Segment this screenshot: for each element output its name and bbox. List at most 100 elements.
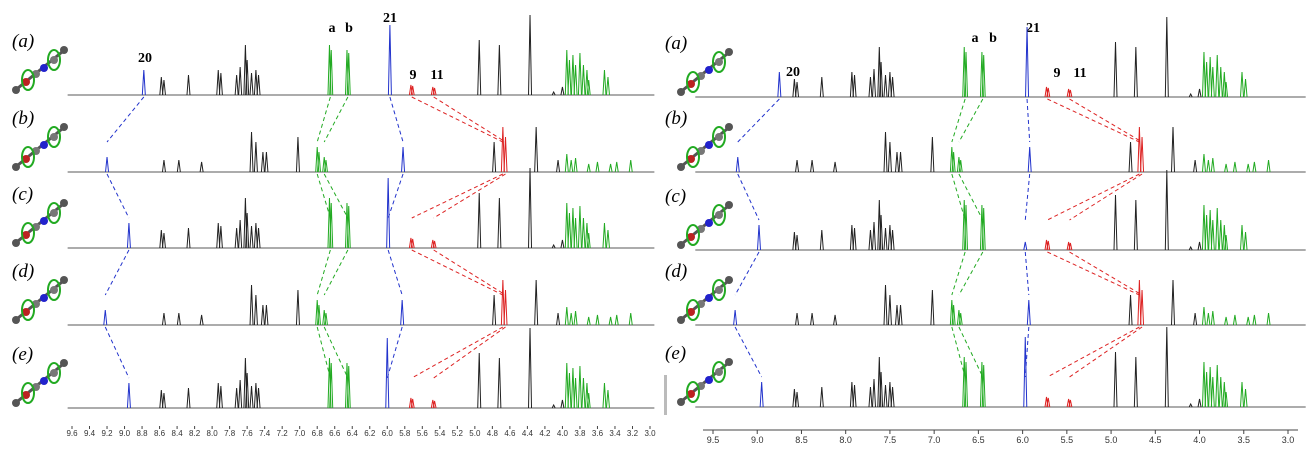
axis-tick-label: 6.0 <box>1016 435 1029 445</box>
axis-tick-label: 3.0 <box>1282 435 1295 445</box>
atom <box>12 316 20 324</box>
connector <box>958 173 984 221</box>
peak <box>595 161 600 173</box>
peak-label: 9 <box>1054 66 1061 81</box>
axis-tick-label: 3.6 <box>592 429 604 438</box>
row-label: (c) <box>12 184 33 205</box>
peak <box>234 74 239 96</box>
axis-tick-label: 8.0 <box>207 429 219 438</box>
ring <box>21 222 35 244</box>
peak <box>833 314 838 326</box>
peak <box>951 304 956 326</box>
peak <box>964 51 968 98</box>
peak <box>564 362 569 409</box>
peak <box>1068 89 1073 98</box>
connector <box>951 98 966 143</box>
peak <box>1206 312 1211 326</box>
peak <box>1232 161 1237 173</box>
peak <box>795 234 800 251</box>
peak <box>346 52 351 96</box>
peak <box>253 382 258 409</box>
axis-tick-label: 6.4 <box>347 429 359 438</box>
peak <box>958 159 963 173</box>
peak <box>602 69 607 96</box>
connector <box>316 249 331 296</box>
peak <box>872 221 876 251</box>
connector <box>411 96 504 143</box>
peak-label: a <box>972 31 979 46</box>
axis-tick-label: 7.6 <box>242 429 254 438</box>
peak <box>1252 161 1257 173</box>
peak <box>1188 402 1193 408</box>
connector <box>433 96 506 143</box>
peak <box>981 207 986 251</box>
atom <box>40 377 48 385</box>
peak <box>176 312 181 326</box>
peak <box>176 159 181 173</box>
peak <box>161 79 166 96</box>
peak <box>477 192 482 249</box>
peak <box>1068 399 1073 408</box>
atom <box>22 308 30 316</box>
peak <box>883 384 888 408</box>
peak <box>605 76 610 96</box>
row-label: (a) <box>665 33 687 54</box>
peak <box>1133 46 1138 98</box>
peak <box>872 68 876 98</box>
atom <box>705 66 713 74</box>
axis-tick-label: 8.2 <box>189 429 201 438</box>
axis-tick-label: 7.0 <box>294 429 306 438</box>
peak <box>238 66 243 96</box>
peak <box>1246 163 1251 173</box>
ring <box>686 224 700 246</box>
axis-tick-label: 7.2 <box>277 429 289 438</box>
axis-tick-label: 3.4 <box>609 429 621 438</box>
peak <box>1224 234 1229 251</box>
peak <box>1210 157 1215 173</box>
peak <box>898 151 903 173</box>
peak <box>500 279 505 326</box>
atom <box>12 163 20 171</box>
atom <box>50 133 58 141</box>
peak-label: b <box>989 31 997 46</box>
peak <box>819 76 824 98</box>
peak <box>895 151 899 173</box>
peak <box>477 352 482 409</box>
peak-label: 9 <box>410 68 417 83</box>
peak <box>567 59 572 96</box>
peak <box>1266 312 1271 326</box>
peak <box>218 72 223 96</box>
atom <box>705 376 713 384</box>
peak <box>605 389 610 409</box>
peak <box>503 136 508 173</box>
atom <box>60 46 68 54</box>
peak <box>868 229 873 251</box>
connector <box>958 98 984 143</box>
peak <box>852 384 857 408</box>
peak <box>141 69 146 96</box>
connector <box>106 173 130 219</box>
ring <box>712 51 726 73</box>
peak <box>1197 88 1202 98</box>
atom <box>677 241 685 249</box>
peak <box>1201 204 1206 251</box>
ring <box>21 146 35 168</box>
peak <box>560 399 565 409</box>
connector <box>1047 251 1140 296</box>
axis-tick-label: 6.8 <box>312 429 324 438</box>
peak <box>735 156 740 173</box>
peak <box>792 388 797 408</box>
ring <box>712 204 726 226</box>
atom <box>687 80 695 88</box>
peak <box>560 86 565 96</box>
connector <box>389 96 404 143</box>
atom <box>22 155 30 163</box>
peak <box>528 14 533 96</box>
connector <box>1047 98 1140 143</box>
peak <box>159 229 164 249</box>
peak <box>1210 219 1215 251</box>
atom <box>715 211 723 219</box>
peak <box>410 85 415 96</box>
peak <box>503 289 508 326</box>
peak <box>757 224 761 251</box>
